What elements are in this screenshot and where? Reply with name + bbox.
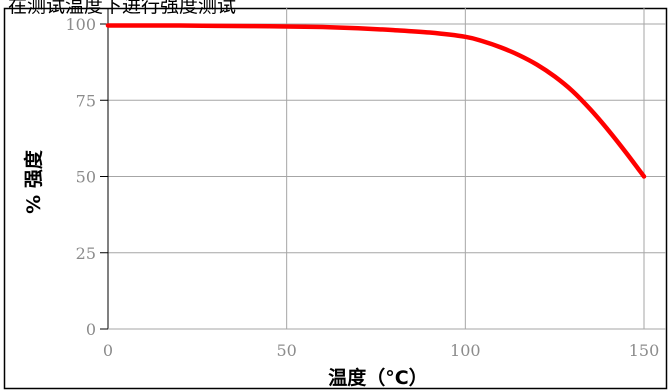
axes [100, 8, 666, 330]
series-line-0 [105, 23, 647, 179]
tick-labels: 0 25 50 75 100 0 50 100 150 [65, 15, 659, 360]
y-tick-label-75: 75 [76, 91, 96, 110]
y-tick-label-25: 25 [76, 244, 96, 263]
y-tick-label-50: 50 [76, 168, 96, 187]
y-tick-label-0: 0 [86, 320, 96, 339]
x-tick-label-150: 150 [629, 341, 660, 360]
y-tick-label-100: 100 [65, 15, 96, 34]
x-tick-label-100: 100 [450, 341, 481, 360]
series-layer [105, 23, 647, 179]
x-tick-label-0: 0 [103, 341, 113, 360]
x-tick-label-50: 50 [276, 341, 296, 360]
x-axis-title: 温度（°C） [328, 366, 427, 389]
y-axis-title: % 强度 [22, 149, 45, 214]
chart-border [3, 7, 668, 390]
grid-lines [108, 8, 666, 329]
